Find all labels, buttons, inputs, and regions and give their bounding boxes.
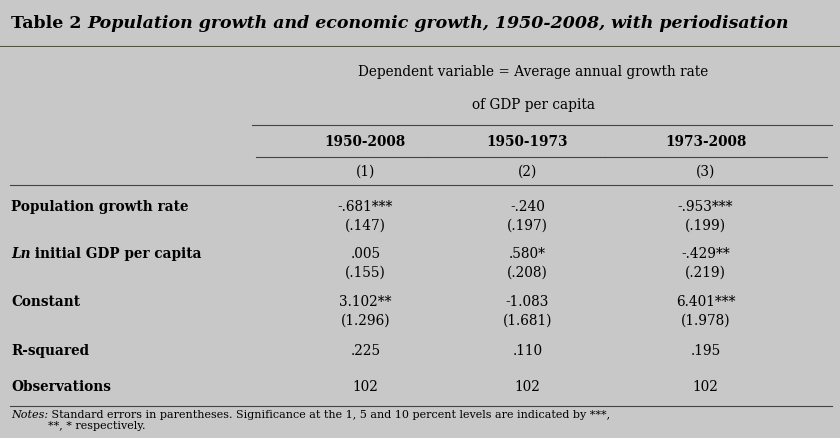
Text: 102: 102 (515, 380, 540, 394)
Text: (1.978): (1.978) (680, 314, 731, 328)
Text: 3.102**: 3.102** (339, 295, 391, 309)
Text: (1): (1) (355, 165, 375, 179)
Text: (1.296): (1.296) (340, 314, 391, 328)
Text: -.953***: -.953*** (678, 200, 733, 214)
Text: (.219): (.219) (685, 266, 726, 280)
Text: .195: .195 (690, 344, 721, 358)
Text: 1950-1973: 1950-1973 (486, 135, 569, 149)
Text: (1.681): (1.681) (503, 314, 552, 328)
Text: Population growth and economic growth, 1950-2008, with periodisation: Population growth and economic growth, 1… (87, 15, 789, 32)
Text: 102: 102 (693, 380, 718, 394)
Text: (2): (2) (517, 165, 538, 179)
Text: initial GDP per capita: initial GDP per capita (30, 247, 202, 261)
Text: Ln: Ln (11, 247, 30, 261)
Text: .110: .110 (512, 344, 543, 358)
Text: -.681***: -.681*** (338, 200, 393, 214)
Text: (.155): (.155) (345, 266, 386, 280)
Text: 1973-2008: 1973-2008 (665, 135, 746, 149)
Text: (.199): (.199) (685, 219, 726, 233)
Text: Observations: Observations (11, 380, 111, 394)
Text: 1950-2008: 1950-2008 (325, 135, 406, 149)
Text: of GDP per capita: of GDP per capita (472, 98, 595, 112)
Text: (3): (3) (696, 165, 716, 179)
Text: R-squared: R-squared (11, 344, 89, 358)
Text: (.197): (.197) (507, 219, 548, 233)
Text: (.147): (.147) (345, 219, 386, 233)
Text: -.240: -.240 (510, 200, 545, 214)
Text: -.429**: -.429** (681, 247, 730, 261)
Text: .005: .005 (350, 247, 381, 261)
Text: -1.083: -1.083 (506, 295, 549, 309)
Text: .225: .225 (350, 344, 381, 358)
Text: Notes:: Notes: (11, 410, 48, 420)
Text: Population growth rate: Population growth rate (11, 200, 188, 214)
Text: Table 2: Table 2 (11, 15, 87, 32)
Text: Dependent variable = Average annual growth rate: Dependent variable = Average annual grow… (359, 65, 708, 79)
Text: (.208): (.208) (507, 266, 548, 280)
Text: 102: 102 (353, 380, 378, 394)
Text: 6.401***: 6.401*** (676, 295, 735, 309)
Text: Standard errors in parentheses. Significance at the 1, 5 and 10 percent levels a: Standard errors in parentheses. Signific… (48, 410, 610, 431)
Text: .580*: .580* (509, 247, 546, 261)
Text: Constant: Constant (11, 295, 80, 309)
